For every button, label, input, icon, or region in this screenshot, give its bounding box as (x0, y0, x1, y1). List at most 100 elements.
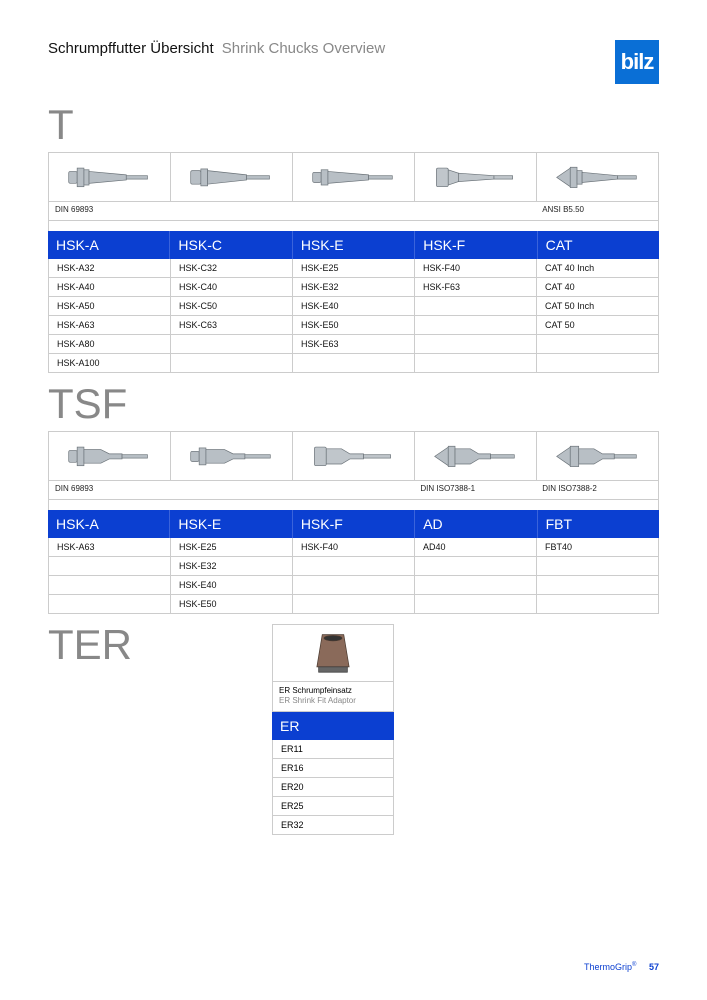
std-cell (293, 202, 415, 220)
chuck-image-hsk-f (415, 153, 537, 201)
section-t-images (48, 152, 659, 202)
section-t: T DIN 69893 ANSI B5.50 HSK-A HSK-C HSK-E… (48, 104, 659, 373)
table-row: HSK-A63HSK-C63HSK-E50 CAT 50 (49, 316, 658, 335)
table-cell (415, 576, 537, 594)
ter-col-header: ER (272, 712, 394, 740)
table-row: HSK-E32 (49, 557, 658, 576)
std-cell (414, 202, 536, 220)
table-cell (415, 316, 537, 334)
table-cell (293, 576, 415, 594)
ter-caption-en: ER Shrink Fit Adaptor (279, 696, 387, 706)
page-title: Schrumpffutter Übersicht Shrink Chucks O… (48, 40, 385, 57)
table-row: HSK-A80 HSK-E63 (49, 335, 658, 354)
table-cell: HSK-A80 (49, 335, 171, 353)
table-cell (537, 576, 658, 594)
table-cell (415, 297, 537, 315)
table-cell: HSK-A50 (49, 297, 171, 315)
chuck-image-er (272, 624, 394, 682)
table-row: HSK-A100 (49, 354, 658, 373)
table-cell (293, 595, 415, 613)
table-cell: HSK-E63 (293, 335, 415, 353)
section-tsf-data: HSK-A63HSK-E25HSK-F40AD40FBT40HSK-E32HSK… (48, 538, 659, 614)
table-cell: HSK-E32 (293, 278, 415, 296)
table-row: HSK-A50HSK-C50HSK-E40CAT 50 Inch (49, 297, 658, 316)
std-cell (171, 481, 293, 499)
std-cell: DIN ISO7388-1 (414, 481, 536, 499)
spacer (48, 221, 659, 231)
section-ter-letter: TER (48, 624, 132, 666)
table-cell: CAT 40 Inch (537, 259, 658, 277)
page-number: 57 (649, 962, 659, 972)
page-footer: ThermoGrip® 57 (584, 962, 659, 972)
table-cell: HSK-F40 (293, 538, 415, 556)
ter-caption-de: ER Schrumpfeinsatz (279, 686, 387, 696)
table-cell (171, 335, 293, 353)
section-t-letter: T (48, 104, 659, 146)
brand-logo: bilz (615, 40, 659, 84)
chuck-image-hsk-e-tsf (171, 432, 293, 480)
col-header: HSK-F (293, 510, 415, 538)
table-cell: HSK-C40 (171, 278, 293, 296)
table-cell: HSK-E25 (293, 259, 415, 277)
chuck-image-hsk-e (293, 153, 415, 201)
table-cell: HSK-F40 (415, 259, 537, 277)
table-cell: CAT 50 (537, 316, 658, 334)
logo-text: bilz (621, 49, 654, 75)
table-cell (49, 557, 171, 575)
col-header: CAT (538, 231, 659, 259)
table-row: HSK-A63HSK-E25HSK-F40AD40FBT40 (49, 538, 658, 557)
table-cell: HSK-E40 (293, 297, 415, 315)
col-header: HSK-F (415, 231, 537, 259)
std-cell (171, 202, 293, 220)
section-tsf-col-headers: HSK-A HSK-E HSK-F AD FBT (48, 510, 659, 538)
title-en: Shrink Chucks Overview (222, 40, 385, 57)
section-ter: TER ER Schrumpfeinsatz ER Shrink Fit Ada… (48, 624, 659, 835)
table-cell: HSK-A63 (49, 316, 171, 334)
reg-mark: ® (632, 962, 636, 968)
section-tsf-images (48, 431, 659, 481)
table-cell: HSK-A32 (49, 259, 171, 277)
table-cell: ER16 (273, 759, 393, 778)
table-cell: HSK-E50 (293, 316, 415, 334)
ter-block: ER Schrumpfeinsatz ER Shrink Fit Adaptor… (272, 624, 394, 835)
ter-data: ER11ER16ER20ER25ER32 (272, 740, 394, 835)
table-cell: HSK-F63 (415, 278, 537, 296)
table-cell (537, 595, 658, 613)
table-cell: HSK-C32 (171, 259, 293, 277)
section-tsf-letter: TSF (48, 383, 659, 425)
table-cell (293, 557, 415, 575)
chuck-image-fbt (537, 432, 658, 480)
table-cell: AD40 (415, 538, 537, 556)
section-t-col-headers: HSK-A HSK-C HSK-E HSK-F CAT (48, 231, 659, 259)
col-header: FBT (538, 510, 659, 538)
table-cell (537, 354, 658, 372)
std-cell: DIN 69893 (49, 481, 171, 499)
table-cell: HSK-E40 (171, 576, 293, 594)
col-header: HSK-C (170, 231, 292, 259)
chuck-image-hsk-c (171, 153, 293, 201)
table-cell: FBT40 (537, 538, 658, 556)
col-header: HSK-A (48, 510, 170, 538)
table-cell: HSK-C63 (171, 316, 293, 334)
table-cell (49, 595, 171, 613)
table-row: HSK-E50 (49, 595, 658, 614)
table-row: HSK-A40HSK-C40HSK-E32HSK-F63CAT 40 (49, 278, 658, 297)
table-cell: ER25 (273, 797, 393, 816)
table-cell: CAT 50 Inch (537, 297, 658, 315)
table-cell: HSK-E32 (171, 557, 293, 575)
table-cell (415, 335, 537, 353)
chuck-image-hsk-a (49, 153, 171, 201)
col-header: HSK-E (170, 510, 292, 538)
spacer (48, 500, 659, 510)
title-de: Schrumpffutter Übersicht (48, 40, 214, 57)
table-cell (537, 335, 658, 353)
table-cell: HSK-A40 (49, 278, 171, 296)
ter-caption: ER Schrumpfeinsatz ER Shrink Fit Adaptor (272, 682, 394, 712)
table-cell (415, 557, 537, 575)
table-cell: ER32 (273, 816, 393, 835)
table-cell: HSK-E25 (171, 538, 293, 556)
col-header: HSK-E (293, 231, 415, 259)
std-cell: DIN 69893 (49, 202, 171, 220)
col-header: AD (415, 510, 537, 538)
chuck-image-hsk-a-tsf (49, 432, 171, 480)
